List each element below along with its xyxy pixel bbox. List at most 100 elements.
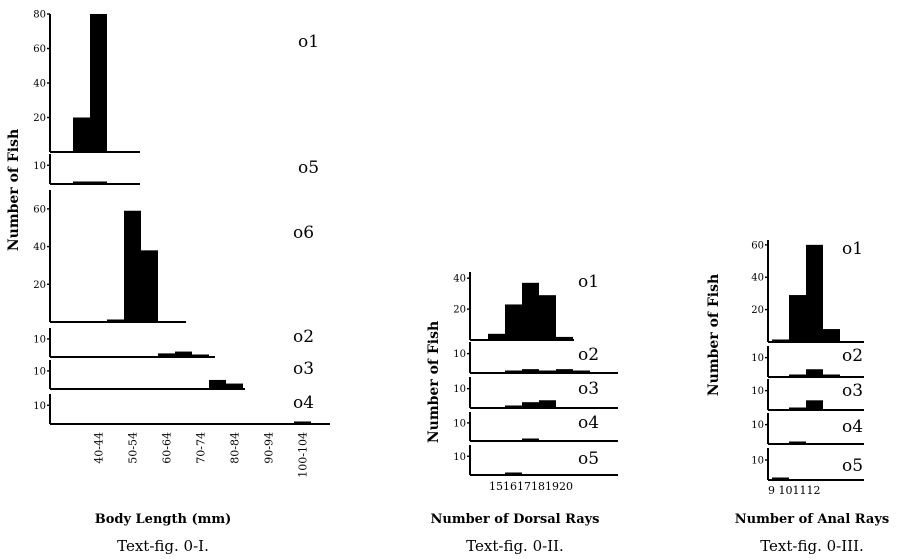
x-tick-label: 70-74	[195, 432, 208, 464]
subplot-o-2: 10 o2	[453, 342, 618, 374]
bar-70-74	[192, 354, 209, 357]
bar-11	[806, 369, 823, 377]
subplot-o-4: 10 o4	[33, 393, 330, 425]
bar-16	[505, 370, 522, 373]
y-tick-label: 10	[33, 401, 46, 412]
xlabel-panel-2: Number of Dorsal Rays	[430, 512, 599, 527]
subplot-o-4: 10 o4	[751, 413, 864, 445]
subplot-o-3: 10 o3	[33, 359, 314, 390]
bar-30-39	[73, 181, 90, 184]
y-tick-label: 10	[751, 420, 764, 431]
bar-16	[505, 405, 522, 408]
subplot-o-2: 10 o2	[33, 327, 314, 358]
subplot-o-5: 10 o5	[751, 448, 864, 481]
y-tick-label: 80	[33, 10, 46, 21]
group-label: o5	[298, 158, 319, 178]
bar-17	[522, 282, 539, 340]
panel-dorsal-rays: 20 40 o1 10 o2 10 o3 10 o4 10 o5 151617181920	[453, 272, 618, 493]
bar-50-54	[124, 210, 141, 322]
y-tick-label: 10	[751, 456, 764, 467]
x-tick-labels: 151617181920	[489, 480, 573, 493]
bar-10	[789, 295, 806, 342]
y-tick-label: 20	[453, 305, 466, 316]
y-tick-label: 10	[453, 384, 466, 395]
y-tick-label: 40	[33, 242, 46, 253]
y-tick-label: 40	[751, 273, 764, 284]
subplot-o-2: 10 o2	[751, 346, 864, 378]
y-tick-label: 60	[751, 240, 764, 251]
x-tick-label: 50-54	[127, 432, 140, 464]
y-tick-label: 20	[751, 305, 764, 316]
bar-10	[789, 441, 806, 444]
group-label: o2	[293, 327, 314, 347]
bar-100-104	[294, 421, 311, 424]
bar-40-44	[90, 181, 107, 184]
group-label: o2	[842, 346, 863, 366]
caption-panel-2: Text-fig. 0-II.	[466, 537, 564, 555]
bar-55-59	[141, 250, 158, 322]
bar-16	[505, 304, 522, 340]
ylabel-panel-3: Number of Fish	[706, 274, 722, 396]
group-label: o4	[578, 413, 599, 433]
group-label: o1	[578, 272, 599, 292]
group-label: o5	[578, 449, 599, 469]
bar-19	[556, 336, 573, 340]
x-tick-label: 90-94	[263, 432, 276, 464]
y-tick-label: 60	[33, 204, 46, 215]
bar-80-84	[226, 383, 243, 389]
bar-20	[573, 370, 590, 373]
subplot-o-1: 20 40 60 o1	[751, 239, 864, 343]
x-tick-labels: 9 101112	[768, 484, 821, 497]
panel-anal-rays: 20 40 60 o1 10 o2 10 o3 10 o4 10 o5 9 101112	[751, 239, 864, 497]
group-label: o6	[293, 223, 314, 243]
bar-17	[522, 402, 539, 408]
bar-30-39	[73, 117, 90, 152]
y-tick-label: 40	[33, 79, 46, 90]
bar-17	[522, 369, 539, 373]
subplot-o-4: 10 o4	[453, 412, 618, 442]
caption-panel-1: Text-fig. 0-I.	[117, 537, 209, 555]
bar-12	[823, 374, 840, 377]
group-label: o3	[578, 379, 599, 399]
y-tick-label: 10	[453, 452, 466, 463]
xlabel-panel-1: Body Length (mm)	[95, 512, 232, 527]
x-tick-label: 100-104	[297, 432, 310, 478]
ylabel-panel-1: Number of Fish	[6, 129, 22, 251]
y-tick-label: 10	[33, 161, 46, 172]
subplot-o-3: 10 o3	[453, 377, 618, 409]
caption-panel-3: Text-fig. 0-III.	[760, 537, 864, 555]
group-label: o4	[842, 417, 863, 437]
bar-16	[505, 472, 522, 475]
y-tick-label: 20	[33, 280, 46, 291]
bar-18	[539, 295, 556, 340]
bar-18	[539, 400, 556, 408]
subplot-o-6: 20 40 60 o6	[33, 190, 314, 323]
bar-11	[806, 400, 823, 410]
group-label: o2	[578, 345, 599, 365]
xlabel-panel-3: Number of Anal Rays	[735, 512, 889, 527]
subplot-o-3: 10 o3	[751, 379, 864, 411]
bar-12	[823, 329, 840, 342]
group-label: o1	[298, 32, 319, 52]
y-tick-label: 40	[453, 274, 466, 285]
bar-18	[539, 370, 556, 373]
group-label: o1	[842, 239, 863, 259]
bar-17	[522, 438, 539, 441]
bar-15	[488, 333, 505, 340]
x-tick-label: 60-64	[161, 432, 174, 464]
bar-45-49	[107, 319, 124, 322]
bar-65-69	[175, 351, 192, 357]
subplot-o-1: 20 40 60 80 o1	[33, 10, 319, 153]
x-tick-label: 40-44	[93, 432, 106, 464]
y-tick-label: 60	[33, 44, 46, 55]
y-tick-label: 10	[751, 386, 764, 397]
ylabel-panel-2: Number of Fish	[426, 321, 442, 443]
bar-60-64	[158, 353, 175, 357]
bar-75-79	[209, 379, 226, 389]
bar-11	[806, 244, 823, 342]
y-tick-label: 20	[33, 113, 46, 124]
bar-19	[556, 369, 573, 373]
group-label: o5	[842, 456, 863, 476]
group-label: o3	[842, 381, 863, 401]
